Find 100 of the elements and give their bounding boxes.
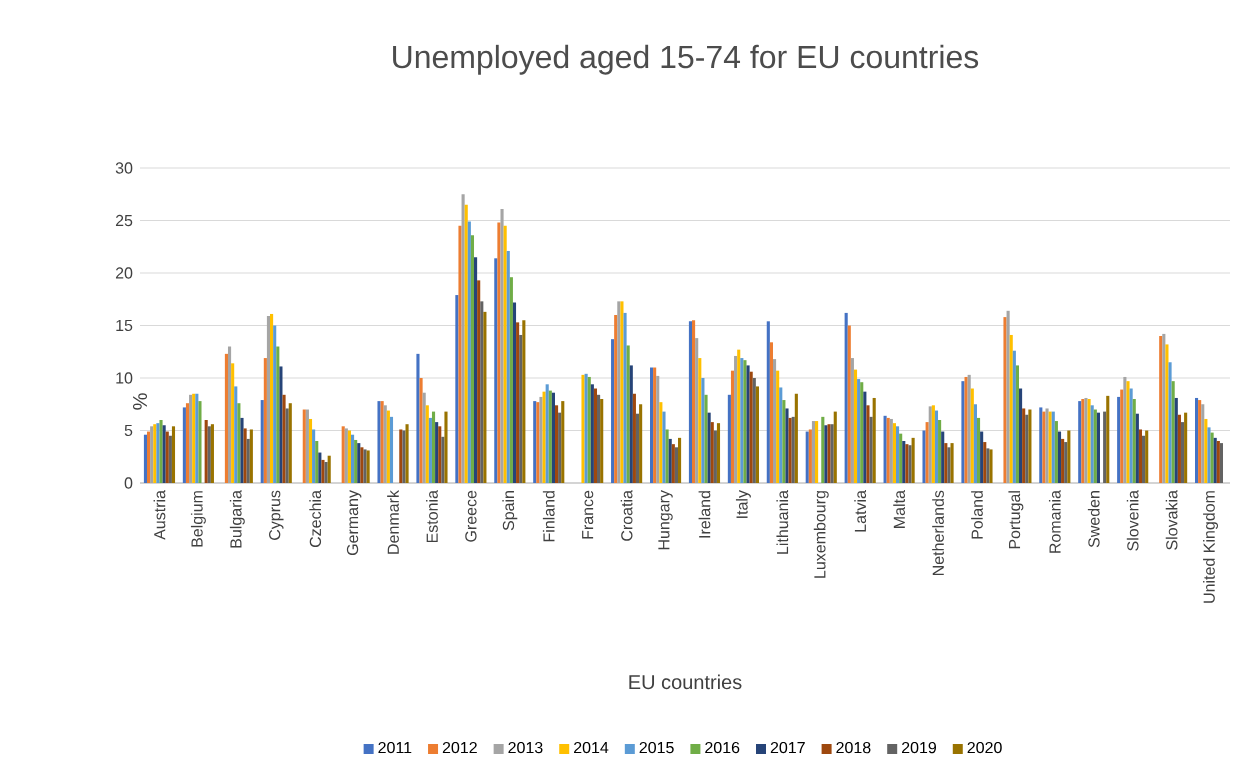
x-tick-label: Luxembourg (813, 491, 829, 578)
bar (185, 403, 190, 483)
legend-label: 2019 (902, 741, 936, 754)
bar (701, 378, 705, 483)
bar (231, 363, 235, 483)
bar (1213, 437, 1217, 483)
bar (516, 322, 520, 483)
bar (1090, 405, 1094, 483)
bar (288, 403, 292, 483)
bar (925, 422, 929, 483)
bar (626, 345, 630, 483)
legend-label: 2018 (836, 741, 871, 754)
bar (844, 312, 848, 483)
bar (950, 443, 954, 483)
bar (458, 225, 462, 483)
bar (1210, 432, 1214, 483)
bar (1171, 381, 1175, 483)
bar (1015, 365, 1020, 483)
y-tick-label: 20 (115, 267, 133, 279)
y-tick-label: 5 (124, 424, 133, 437)
bar (1123, 376, 1127, 483)
bar (1129, 388, 1133, 483)
bar (558, 412, 562, 483)
bar (961, 381, 965, 483)
bar (143, 434, 148, 483)
bar (692, 320, 696, 483)
bar (509, 277, 513, 483)
bar (629, 365, 633, 483)
x-tick-label: Denmark (387, 490, 399, 554)
bar (896, 426, 900, 483)
bar (1106, 395, 1110, 483)
bar (713, 430, 717, 483)
bar (766, 321, 770, 483)
bar (665, 429, 669, 483)
bar (1061, 438, 1065, 483)
legend-label: 2020 (967, 741, 1002, 754)
bar (357, 443, 361, 483)
bar (224, 353, 228, 483)
bar (539, 396, 543, 483)
bar (227, 346, 232, 483)
x-tick-label: Belgium (190, 491, 206, 547)
bar (276, 346, 280, 483)
bar (500, 208, 504, 483)
x-tick-label: Malta (893, 490, 905, 528)
bar (749, 371, 753, 483)
bar (938, 420, 942, 483)
bar (899, 433, 903, 483)
bar (441, 436, 445, 483)
bar (315, 441, 319, 483)
bar (695, 338, 699, 483)
bar (1006, 310, 1010, 483)
bar (737, 349, 741, 483)
legend-label: 2013 (508, 741, 543, 754)
bar (419, 378, 423, 483)
bar (308, 418, 313, 483)
bar (1165, 344, 1169, 483)
bar (593, 388, 598, 483)
bar (600, 399, 604, 483)
bar (922, 430, 926, 483)
x-tick-label: France (582, 490, 594, 539)
bar (243, 428, 247, 483)
x-tick-label: Croatia (620, 490, 633, 541)
bar (237, 403, 241, 483)
x-tick-label: Cyprus (269, 490, 284, 540)
bar (698, 358, 702, 483)
bar (716, 423, 721, 483)
bar (474, 257, 478, 483)
bar (554, 405, 559, 483)
bar (973, 404, 977, 483)
x-tick-label: Austria (153, 490, 166, 540)
bar (611, 339, 615, 483)
legend-label: 2016 (705, 741, 740, 754)
legend-label: 2015 (639, 741, 674, 754)
bar (1019, 388, 1023, 483)
bar (869, 416, 873, 483)
x-tick-label: Slovakia (1165, 490, 1178, 550)
x-tick-label: Greece (465, 490, 477, 542)
bar (1168, 362, 1172, 483)
bar (776, 370, 780, 483)
bar (266, 316, 271, 483)
x-tick-label: Lithuania (776, 490, 789, 554)
bar (545, 384, 549, 483)
bar (1028, 409, 1032, 483)
bar (941, 431, 945, 483)
bar (461, 194, 465, 483)
bar (428, 417, 432, 483)
bar (435, 422, 439, 483)
bar (1039, 407, 1043, 483)
bar (198, 401, 202, 483)
y-tick-label: 10 (116, 372, 133, 384)
x-tick-label: Sweden (1087, 491, 1100, 548)
x-tick-label: Romania (1048, 490, 1061, 553)
bar (866, 405, 870, 483)
bar (438, 426, 442, 483)
bar (506, 250, 510, 483)
bar (249, 429, 253, 483)
bar (1177, 414, 1181, 483)
y-tick-label: 15 (116, 319, 133, 332)
bar (1009, 334, 1013, 483)
y-axis-title: % (132, 393, 148, 410)
